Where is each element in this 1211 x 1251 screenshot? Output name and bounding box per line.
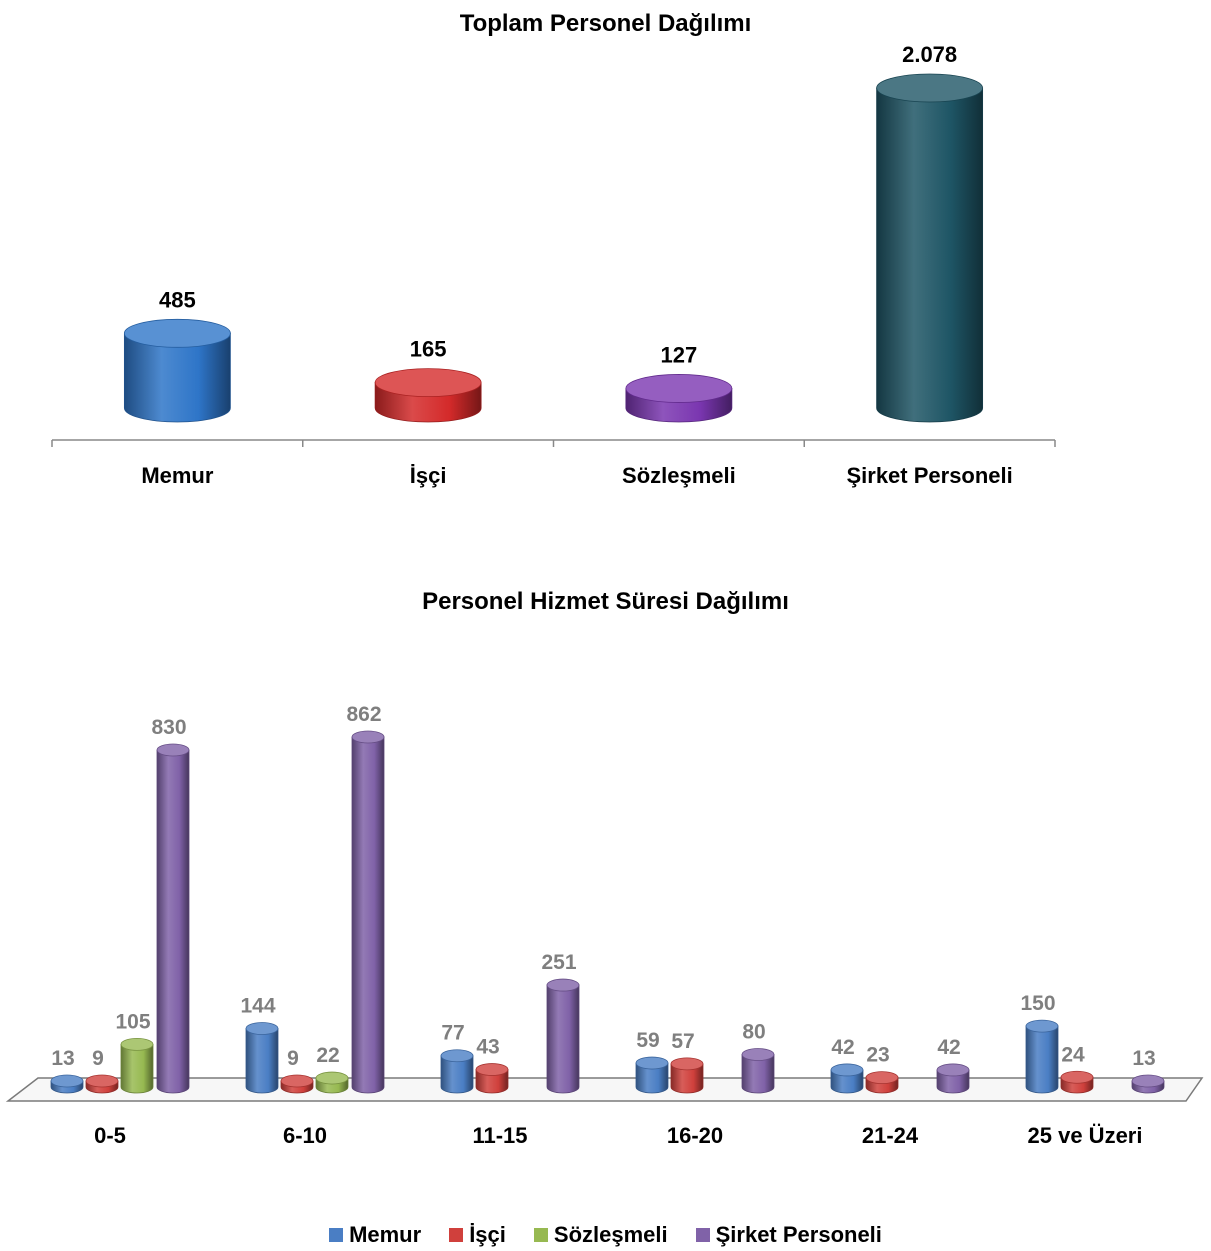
data-label-11-15-Memur: 77 (441, 1022, 464, 1045)
bar-11-15-İşçi (475, 1063, 509, 1094)
legend-item-memur: Memur (329, 1222, 421, 1248)
bar-0-5-Memur (50, 1074, 84, 1094)
data-label-21-24-Memur: 42 (831, 1036, 854, 1059)
tick-label-6-10: 6-10 (283, 1123, 327, 1148)
data-label-6-10-İşçi: 9 (287, 1047, 299, 1070)
bar-İşçi (374, 368, 482, 423)
bar-25 ve Üzeri-İşçi (1060, 1070, 1094, 1094)
bar-Memur (123, 318, 231, 423)
legend-swatch-sirket (695, 1228, 710, 1242)
tick-label-İşçi: İşçi (410, 463, 447, 488)
legend-label-sirket: Şirket Personeli (715, 1222, 882, 1247)
data-label-6-10-Şirket Personeli: 862 (346, 703, 381, 726)
bar-21-24-Şirket Personeli (936, 1063, 970, 1094)
tick-label-11-15: 11-15 (472, 1123, 527, 1148)
tick-label-0-5: 0-5 (94, 1123, 126, 1148)
data-label-11-15-Şirket Personeli: 251 (541, 951, 576, 974)
chart-title-toplam: Toplam Personel Dağılımı (459, 10, 752, 37)
legend-swatch-isci (449, 1228, 464, 1242)
bar-0-5-Şirket Personeli (156, 743, 190, 1094)
bar-25 ve Üzeri-Memur (1025, 1019, 1059, 1094)
data-label-0-5-İşçi: 9 (92, 1047, 104, 1070)
bar-16-20-Şirket Personeli (741, 1048, 775, 1094)
data-label-Memur: 485 (159, 287, 196, 312)
tick-label-Sözleşmeli: Sözleşmeli (622, 463, 736, 488)
bar-0-5-Sözleşmeli (120, 1037, 154, 1094)
bar-11-15-Şirket Personeli (546, 978, 580, 1094)
data-label-6-10-Memur: 144 (240, 995, 275, 1018)
data-label-16-20-Şirket Personeli: 80 (742, 1021, 765, 1044)
bar-Sözleşmeli (625, 374, 733, 423)
legend-swatch-sozlesmeli (533, 1228, 548, 1242)
bar-6-10-Sözleşmeli (315, 1071, 349, 1094)
data-label-16-20-Memur: 59 (636, 1029, 659, 1052)
bar-21-24-Memur (830, 1063, 864, 1094)
legend-item-sirket: Şirket Personeli (695, 1222, 882, 1248)
legend-label-memur: Memur (349, 1222, 422, 1247)
bar-25 ve Üzeri-Şirket Personeli (1131, 1074, 1165, 1094)
tick-label-21-24: 21-24 (862, 1123, 919, 1148)
tick-label-Şirket Personeli: Şirket Personeli (846, 463, 1012, 488)
bar-11-15-Memur (440, 1049, 474, 1094)
legend-swatch-memur (329, 1228, 344, 1242)
data-label-Şirket Personeli: 2.078 (902, 42, 957, 67)
data-label-25 ve Üzeri-Memur: 150 (1020, 992, 1055, 1015)
data-label-21-24-İşçi: 23 (866, 1044, 889, 1067)
bar-6-10-Şirket Personeli (351, 730, 385, 1094)
bar-Şirket Personeli (876, 73, 984, 423)
legend-item-isci: İşçi (449, 1222, 506, 1248)
data-label-16-20-İşçi: 57 (671, 1030, 694, 1053)
data-label-25 ve Üzeri-Şirket Personeli: 13 (1132, 1047, 1155, 1070)
data-label-0-5-Sözleşmeli: 105 (115, 1010, 150, 1033)
data-label-21-24-Şirket Personeli: 42 (937, 1036, 960, 1059)
data-label-Sözleşmeli: 127 (661, 342, 698, 367)
data-label-İşçi: 165 (410, 337, 447, 362)
legend-label-isci: İşçi (469, 1222, 506, 1247)
data-label-0-5-Memur: 13 (51, 1047, 74, 1070)
legend-label-sozlesmeli: Sözleşmeli (553, 1222, 668, 1247)
bar-16-20-Memur (635, 1056, 669, 1094)
bar-6-10-İşçi (280, 1074, 314, 1094)
chart-title-hizmet: Personel Hizmet Süresi Dağılımı (422, 588, 789, 615)
bar-21-24-İşçi (865, 1071, 899, 1094)
tick-label-25 ve Üzeri: 25 ve Üzeri (1028, 1123, 1143, 1148)
tick-label-16-20: 16-20 (667, 1123, 723, 1148)
legend: Memur İşçi Sözleşmeli Şirket Personeli (0, 1222, 1211, 1248)
data-label-11-15-İşçi: 43 (476, 1036, 499, 1059)
chart-toplam-personel: 485 Memur 165 İşçi 127 Sözleşmeli 2.078 Şirket … (51, 42, 1056, 488)
data-label-6-10-Sözleşmeli: 22 (316, 1044, 339, 1067)
chart-hizmet-suresi: 13 9 105 830 0-5 144 9 22 862 6-10 77 43 251 11-15 59 5… (5, 703, 1204, 1148)
tick-label-Memur: Memur (141, 463, 214, 488)
bar-0-5-İşçi (85, 1074, 119, 1094)
bar-6-10-Memur (245, 1022, 279, 1094)
bar-16-20-İşçi (670, 1057, 704, 1094)
data-label-25 ve Üzeri-İşçi: 24 (1061, 1043, 1085, 1066)
data-label-0-5-Şirket Personeli: 830 (151, 716, 186, 739)
legend-item-sozlesmeli: Sözleşmeli (533, 1222, 668, 1248)
